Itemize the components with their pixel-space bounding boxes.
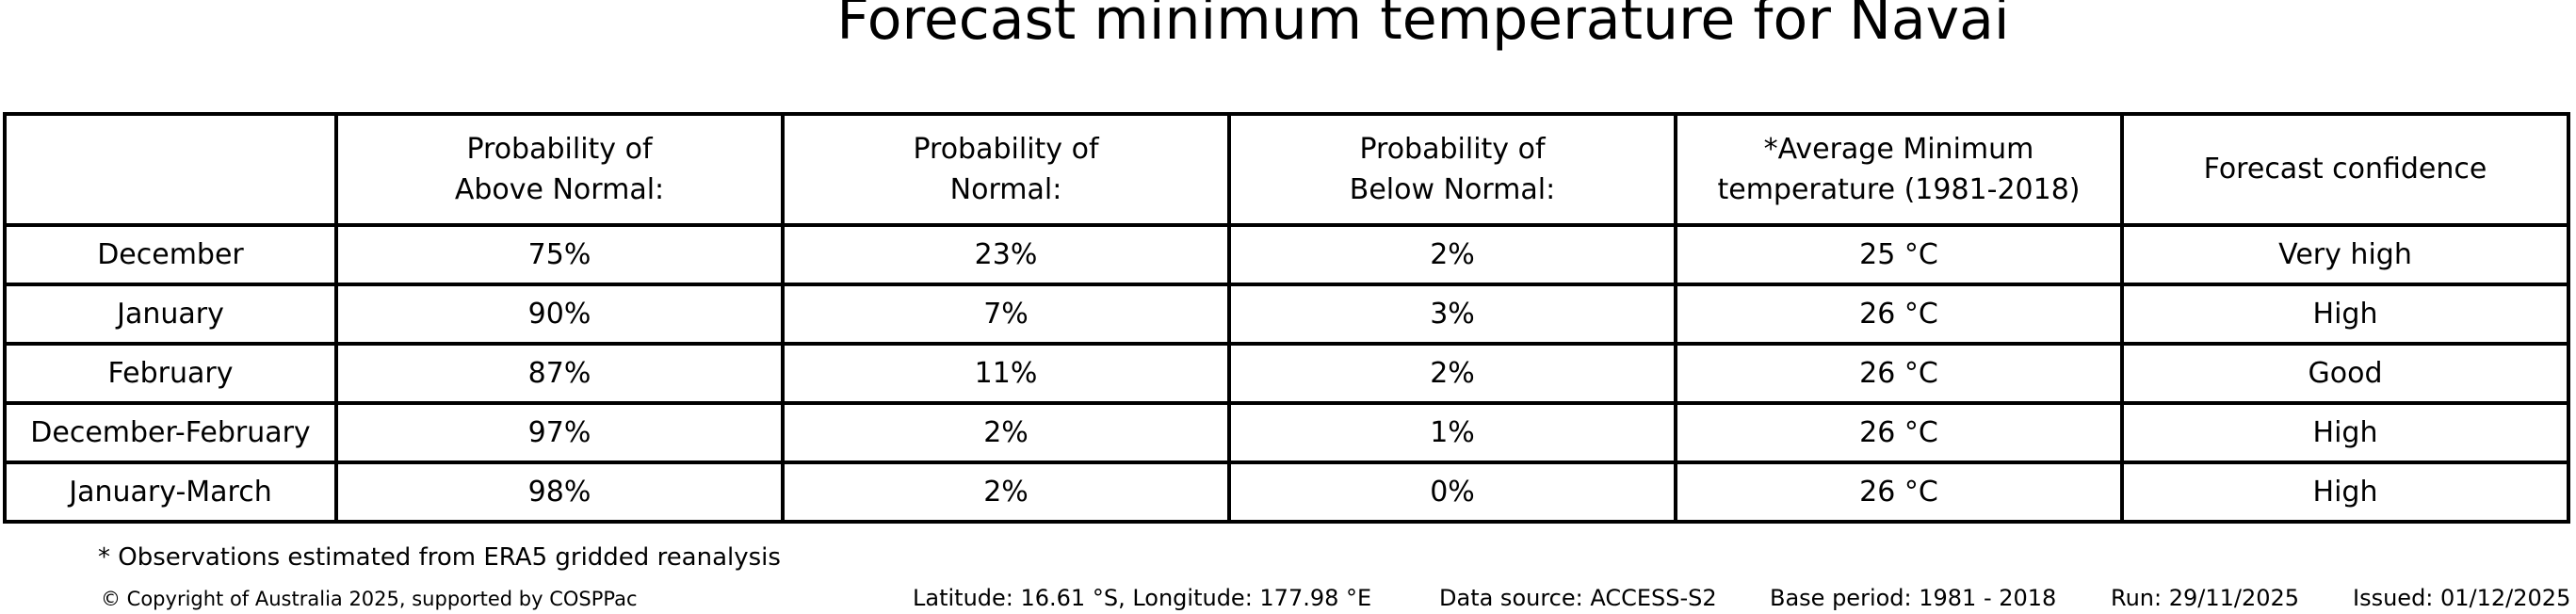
cell-below-normal: 3%: [1227, 283, 1677, 346]
row-label: January: [3, 283, 338, 346]
cell-average-minimum: 26 °C: [1674, 460, 2124, 524]
table-row-december: December 75% 23% 2% 25 °C Very high: [3, 223, 2570, 286]
column-header-normal: Probability of Normal:: [781, 112, 1231, 227]
cell-normal: 2%: [781, 401, 1231, 464]
column-header-below-normal: Probability of Below Normal:: [1227, 112, 1677, 227]
forecast-table: Probability of Above Normal: Probability…: [3, 112, 2570, 524]
footer-base-period: Base period: 1981 - 2018: [1770, 585, 2057, 611]
cell-normal: 7%: [781, 283, 1231, 346]
column-header-average-minimum: *Average Minimum temperature (1981-2018): [1674, 112, 2124, 227]
row-label: January-March: [3, 460, 338, 524]
cell-above-normal: 98%: [334, 460, 785, 524]
cell-below-normal: 1%: [1227, 401, 1677, 464]
footer-data-source: Data source: ACCESS-S2: [1439, 585, 1717, 611]
cell-above-normal: 75%: [334, 223, 785, 286]
footer-run-date: Run: 29/11/2025: [2111, 585, 2300, 611]
row-label: December-February: [3, 401, 338, 464]
cell-normal: 2%: [781, 460, 1231, 524]
cell-forecast-confidence: High: [2120, 460, 2570, 524]
cell-above-normal: 90%: [334, 283, 785, 346]
cell-below-normal: 2%: [1227, 342, 1677, 405]
cell-above-normal: 97%: [334, 401, 785, 464]
footer-location: Latitude: 16.61 °S, Longitude: 177.98 °E: [913, 585, 1372, 611]
cell-forecast-confidence: High: [2120, 283, 2570, 346]
table-row-december-february: December-February 97% 2% 1% 26 °C High: [3, 401, 2570, 464]
cell-forecast-confidence: High: [2120, 401, 2570, 464]
column-header-forecast-confidence: Forecast confidence: [2120, 112, 2570, 227]
cell-average-minimum: 26 °C: [1674, 342, 2124, 405]
table-row-january: January 90% 7% 3% 26 °C High: [3, 283, 2570, 346]
cell-average-minimum: 26 °C: [1674, 283, 2124, 346]
cell-below-normal: 2%: [1227, 223, 1677, 286]
footer-issued-date: Issued: 01/12/2025: [2353, 585, 2571, 611]
footnote: * Observations estimated from ERA5 gridd…: [98, 543, 781, 572]
corner-empty-cell: [3, 112, 338, 227]
cell-below-normal: 0%: [1227, 460, 1677, 524]
cell-forecast-confidence: Very high: [2120, 223, 2570, 286]
cell-normal: 11%: [781, 342, 1231, 405]
cell-normal: 23%: [781, 223, 1231, 286]
column-header-above-normal: Probability of Above Normal:: [334, 112, 785, 227]
cell-average-minimum: 25 °C: [1674, 223, 2124, 286]
table-row-january-march: January-March 98% 2% 0% 26 °C High: [3, 460, 2570, 524]
copyright-text: © Copyright of Australia 2025, supported…: [101, 588, 638, 610]
table-row-february: February 87% 11% 2% 26 °C Good: [3, 342, 2570, 405]
cell-forecast-confidence: Good: [2120, 342, 2570, 405]
cell-average-minimum: 26 °C: [1674, 401, 2124, 464]
row-label: February: [3, 342, 338, 405]
table-header-row: Probability of Above Normal: Probability…: [3, 112, 2570, 227]
cell-above-normal: 87%: [334, 342, 785, 405]
figure-title: Forecast minimum temperature for Navai: [836, 0, 2010, 53]
row-label: December: [3, 223, 338, 286]
